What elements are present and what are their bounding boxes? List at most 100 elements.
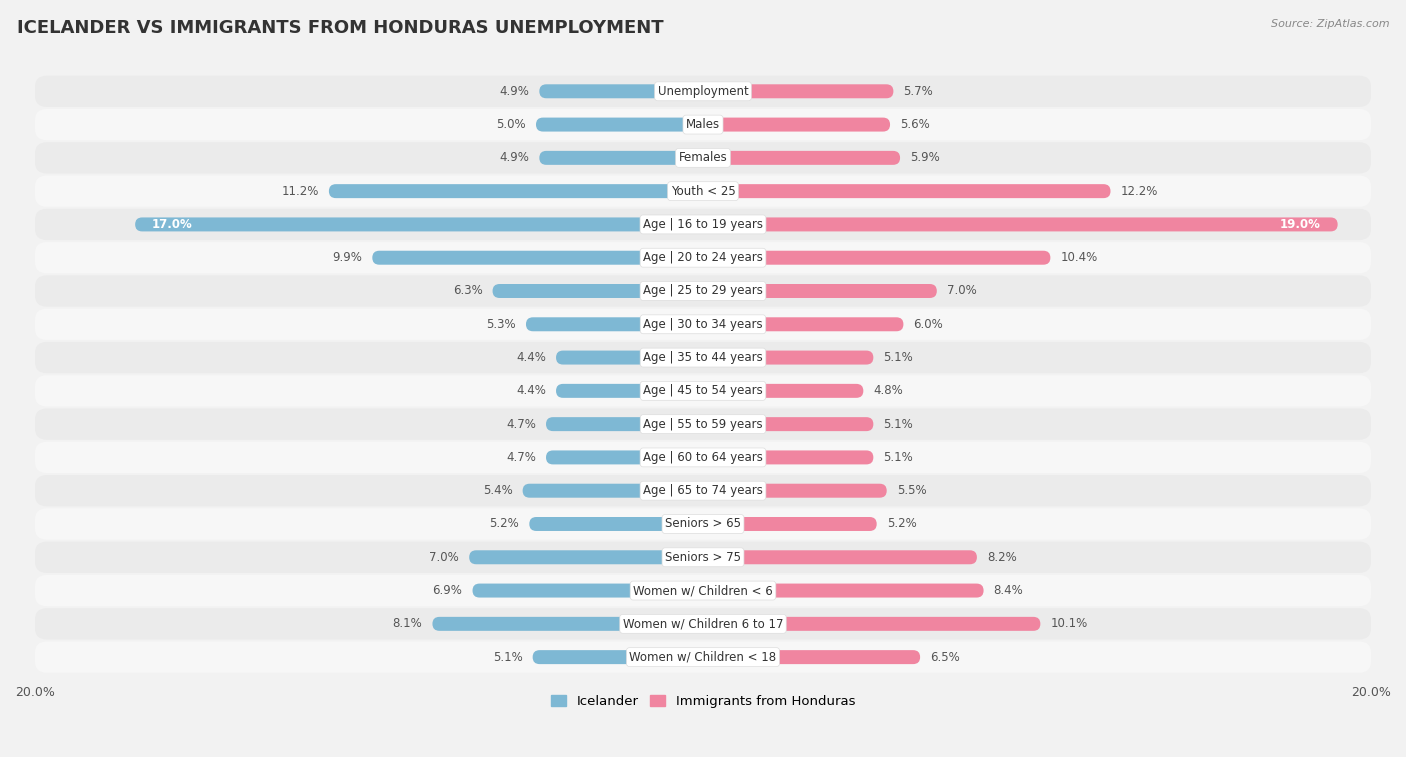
Text: 11.2%: 11.2%: [281, 185, 319, 198]
FancyBboxPatch shape: [703, 517, 877, 531]
FancyBboxPatch shape: [35, 442, 1371, 473]
Text: 5.2%: 5.2%: [887, 518, 917, 531]
FancyBboxPatch shape: [523, 484, 703, 497]
FancyBboxPatch shape: [35, 309, 1371, 340]
FancyBboxPatch shape: [703, 417, 873, 431]
Text: Source: ZipAtlas.com: Source: ZipAtlas.com: [1271, 19, 1389, 29]
Text: 6.9%: 6.9%: [433, 584, 463, 597]
FancyBboxPatch shape: [540, 84, 703, 98]
Text: Age | 55 to 59 years: Age | 55 to 59 years: [643, 418, 763, 431]
FancyBboxPatch shape: [555, 384, 703, 398]
Text: 5.6%: 5.6%: [900, 118, 929, 131]
Text: 5.1%: 5.1%: [883, 351, 912, 364]
FancyBboxPatch shape: [526, 317, 703, 332]
Text: 5.1%: 5.1%: [883, 451, 912, 464]
Text: 5.9%: 5.9%: [910, 151, 939, 164]
FancyBboxPatch shape: [703, 617, 1040, 631]
Text: 9.9%: 9.9%: [332, 251, 363, 264]
Text: 6.3%: 6.3%: [453, 285, 482, 298]
FancyBboxPatch shape: [35, 342, 1371, 373]
FancyBboxPatch shape: [540, 151, 703, 165]
FancyBboxPatch shape: [35, 142, 1371, 173]
FancyBboxPatch shape: [546, 450, 703, 464]
FancyBboxPatch shape: [373, 251, 703, 265]
FancyBboxPatch shape: [546, 417, 703, 431]
FancyBboxPatch shape: [703, 484, 887, 497]
Text: ICELANDER VS IMMIGRANTS FROM HONDURAS UNEMPLOYMENT: ICELANDER VS IMMIGRANTS FROM HONDURAS UN…: [17, 19, 664, 37]
FancyBboxPatch shape: [35, 176, 1371, 207]
Text: Age | 35 to 44 years: Age | 35 to 44 years: [643, 351, 763, 364]
Text: 4.4%: 4.4%: [516, 385, 546, 397]
FancyBboxPatch shape: [35, 209, 1371, 240]
FancyBboxPatch shape: [433, 617, 703, 631]
Text: 5.1%: 5.1%: [494, 650, 523, 664]
Text: 19.0%: 19.0%: [1279, 218, 1322, 231]
FancyBboxPatch shape: [703, 184, 1111, 198]
FancyBboxPatch shape: [703, 350, 873, 365]
FancyBboxPatch shape: [703, 317, 904, 332]
Text: 8.2%: 8.2%: [987, 551, 1017, 564]
FancyBboxPatch shape: [35, 608, 1371, 640]
Text: Age | 60 to 64 years: Age | 60 to 64 years: [643, 451, 763, 464]
FancyBboxPatch shape: [703, 84, 893, 98]
FancyBboxPatch shape: [703, 151, 900, 165]
Text: 6.5%: 6.5%: [931, 650, 960, 664]
FancyBboxPatch shape: [533, 650, 703, 664]
Text: 8.4%: 8.4%: [994, 584, 1024, 597]
FancyBboxPatch shape: [35, 575, 1371, 606]
FancyBboxPatch shape: [35, 641, 1371, 673]
FancyBboxPatch shape: [35, 541, 1371, 573]
Legend: Icelander, Immigrants from Honduras: Icelander, Immigrants from Honduras: [546, 690, 860, 714]
FancyBboxPatch shape: [703, 251, 1050, 265]
Text: Age | 45 to 54 years: Age | 45 to 54 years: [643, 385, 763, 397]
FancyBboxPatch shape: [703, 550, 977, 564]
FancyBboxPatch shape: [703, 117, 890, 132]
FancyBboxPatch shape: [529, 517, 703, 531]
Text: Age | 20 to 24 years: Age | 20 to 24 years: [643, 251, 763, 264]
Text: 10.1%: 10.1%: [1050, 618, 1088, 631]
FancyBboxPatch shape: [35, 76, 1371, 107]
Text: Females: Females: [679, 151, 727, 164]
FancyBboxPatch shape: [35, 242, 1371, 273]
FancyBboxPatch shape: [35, 475, 1371, 506]
Text: 17.0%: 17.0%: [152, 218, 193, 231]
Text: Males: Males: [686, 118, 720, 131]
FancyBboxPatch shape: [472, 584, 703, 597]
FancyBboxPatch shape: [555, 350, 703, 365]
FancyBboxPatch shape: [35, 509, 1371, 540]
FancyBboxPatch shape: [329, 184, 703, 198]
Text: Age | 25 to 29 years: Age | 25 to 29 years: [643, 285, 763, 298]
Text: Age | 30 to 34 years: Age | 30 to 34 years: [643, 318, 763, 331]
Text: 7.0%: 7.0%: [429, 551, 460, 564]
Text: 4.9%: 4.9%: [499, 151, 529, 164]
Text: 8.1%: 8.1%: [392, 618, 422, 631]
Text: 5.7%: 5.7%: [904, 85, 934, 98]
FancyBboxPatch shape: [703, 450, 873, 464]
Text: 4.7%: 4.7%: [506, 418, 536, 431]
FancyBboxPatch shape: [536, 117, 703, 132]
Text: 10.4%: 10.4%: [1060, 251, 1098, 264]
FancyBboxPatch shape: [703, 284, 936, 298]
FancyBboxPatch shape: [35, 276, 1371, 307]
FancyBboxPatch shape: [35, 409, 1371, 440]
Text: Unemployment: Unemployment: [658, 85, 748, 98]
Text: 4.8%: 4.8%: [873, 385, 903, 397]
Text: 12.2%: 12.2%: [1121, 185, 1159, 198]
FancyBboxPatch shape: [703, 584, 984, 597]
Text: 5.0%: 5.0%: [496, 118, 526, 131]
FancyBboxPatch shape: [470, 550, 703, 564]
Text: 5.3%: 5.3%: [486, 318, 516, 331]
FancyBboxPatch shape: [35, 109, 1371, 140]
Text: 4.9%: 4.9%: [499, 85, 529, 98]
Text: 5.1%: 5.1%: [883, 418, 912, 431]
Text: Youth < 25: Youth < 25: [671, 185, 735, 198]
FancyBboxPatch shape: [703, 217, 1337, 232]
Text: Age | 16 to 19 years: Age | 16 to 19 years: [643, 218, 763, 231]
Text: 5.5%: 5.5%: [897, 484, 927, 497]
FancyBboxPatch shape: [492, 284, 703, 298]
FancyBboxPatch shape: [703, 650, 920, 664]
Text: Age | 65 to 74 years: Age | 65 to 74 years: [643, 484, 763, 497]
Text: Seniors > 75: Seniors > 75: [665, 551, 741, 564]
Text: Seniors > 65: Seniors > 65: [665, 518, 741, 531]
Text: 4.7%: 4.7%: [506, 451, 536, 464]
